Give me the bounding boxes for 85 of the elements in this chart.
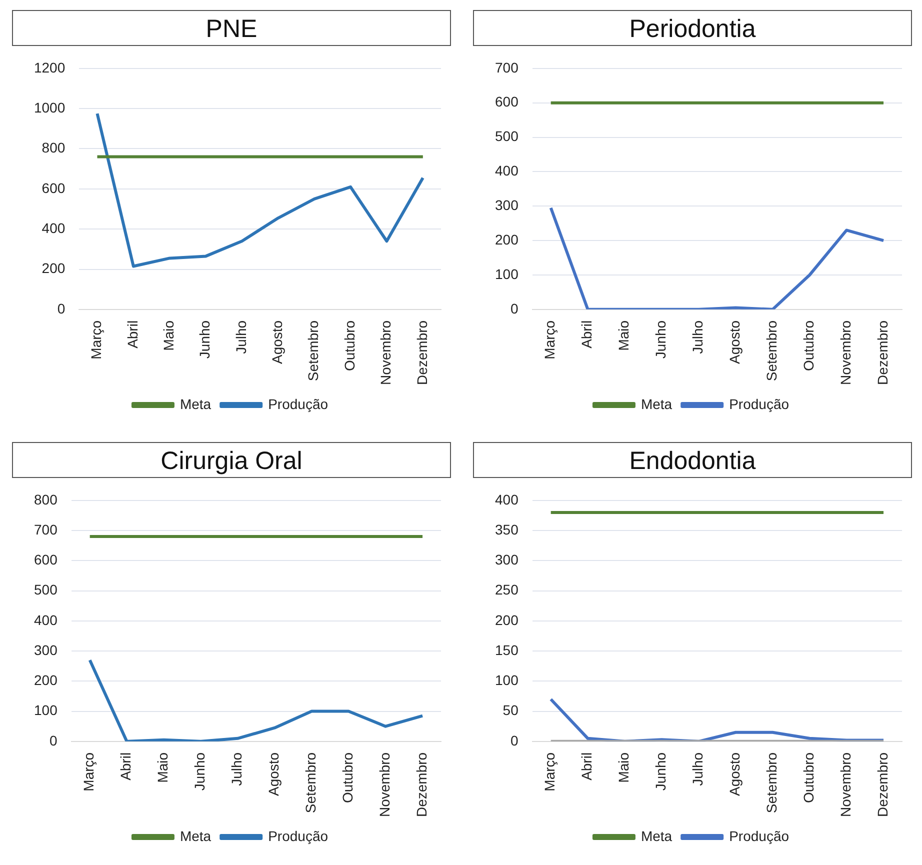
x-tick-label: Março: [88, 320, 104, 360]
legend-label: Meta: [640, 396, 672, 412]
x-tick-label: Novembro: [837, 320, 854, 386]
y-tick-label: 800: [42, 140, 66, 156]
y-tick-label: 200: [495, 612, 519, 628]
x-tick-label: Dezembro: [413, 752, 430, 818]
y-tick-label: 100: [495, 266, 519, 282]
x-tick-label: Setembro: [305, 320, 322, 382]
y-tick-label: 400: [42, 220, 66, 236]
y-tick-label: 300: [495, 196, 519, 213]
y-tick-label: 300: [34, 642, 58, 658]
y-tick-label: 1000: [34, 99, 66, 116]
y-tick-label: 200: [495, 231, 519, 248]
x-tick-label: Outubro: [800, 320, 816, 372]
y-tick-label: 400: [34, 612, 58, 628]
y-tick-label: 150: [495, 642, 519, 658]
y-tick-label: 0: [50, 732, 58, 748]
x-tick-label: Agosto: [269, 320, 286, 364]
y-tick-label: 100: [34, 702, 58, 718]
x-tick-label: Julho: [232, 320, 249, 354]
x-tick-label: Junho: [192, 752, 208, 791]
x-tick-label: Abril: [578, 752, 595, 780]
y-tick-label: 700: [495, 59, 519, 76]
x-tick-label: Abril: [124, 320, 140, 348]
y-tick-label: 0: [57, 300, 66, 316]
x-tick-label: Junho: [652, 320, 669, 359]
x-tick-label: Março: [542, 320, 558, 360]
x-tick-label: Outubro: [341, 320, 358, 372]
x-tick-label: Outubro: [800, 752, 816, 804]
x-tick-label: Setembro: [302, 752, 318, 814]
y-tick-label: 600: [34, 552, 58, 568]
y-tick-label: 100: [495, 672, 519, 688]
y-tick-label: 600: [495, 94, 519, 110]
y-tick-label: 400: [495, 162, 519, 179]
legend-label: Produção: [268, 396, 328, 412]
legend-label: Meta: [640, 828, 672, 844]
x-tick-label: Maio: [616, 320, 632, 351]
x-tick-label: Novembro: [376, 752, 392, 818]
x-tick-label: Julho: [690, 752, 706, 786]
chart-title: Periodontia: [473, 10, 912, 46]
y-tick-label: 200: [42, 260, 66, 276]
y-tick-label: 0: [510, 300, 519, 316]
y-tick-label: 250: [495, 582, 519, 598]
y-tick-label: 1200: [34, 59, 66, 76]
y-tick-label: 500: [495, 128, 519, 144]
y-tick-label: 400: [495, 491, 519, 508]
x-tick-label: Agosto: [266, 752, 282, 796]
y-tick-label: 700: [34, 521, 58, 538]
y-tick-label: 600: [42, 180, 66, 196]
legend-label: Produção: [729, 396, 790, 412]
legend-label: Meta: [180, 828, 212, 844]
legend-label: Meta: [180, 396, 212, 412]
y-tick-label: 500: [34, 582, 58, 598]
x-tick-label: Agosto: [726, 752, 743, 796]
x-tick-label: Abril: [578, 320, 595, 348]
x-tick-label: Maio: [616, 752, 632, 783]
chart-title: Endodontia: [473, 442, 912, 478]
y-tick-label: 200: [34, 672, 58, 688]
x-tick-label: Junho: [652, 752, 669, 791]
x-tick-label: Dezembro: [874, 752, 890, 818]
x-tick-label: Novembro: [837, 752, 854, 818]
x-tick-label: Dezembro: [874, 320, 890, 386]
x-tick-label: Julho: [690, 320, 706, 354]
x-tick-label: Agosto: [726, 320, 743, 364]
y-tick-label: 50: [502, 702, 519, 718]
x-tick-label: Junho: [196, 320, 213, 359]
x-tick-label: Março: [80, 752, 97, 792]
x-tick-label: Março: [542, 752, 558, 792]
x-tick-label: Novembro: [378, 320, 394, 386]
x-tick-label: Setembro: [763, 752, 780, 814]
y-tick-label: 300: [495, 552, 519, 568]
x-tick-label: Outubro: [339, 752, 356, 804]
x-tick-label: Abril: [118, 752, 134, 780]
y-tick-label: 0: [510, 732, 519, 748]
x-tick-label: Julho: [228, 752, 245, 786]
x-tick-label: Maio: [160, 320, 176, 351]
x-tick-label: Maio: [154, 752, 171, 783]
chart-title: Cirurgia Oral: [12, 442, 451, 478]
y-tick-label: 800: [34, 491, 58, 508]
legend-label: Produção: [729, 828, 790, 844]
legend-label: Produção: [268, 828, 328, 844]
x-tick-label: Setembro: [763, 320, 780, 382]
chart-title: PNE: [12, 10, 451, 46]
x-tick-label: Dezembro: [414, 320, 430, 386]
y-tick-label: 350: [495, 521, 519, 538]
